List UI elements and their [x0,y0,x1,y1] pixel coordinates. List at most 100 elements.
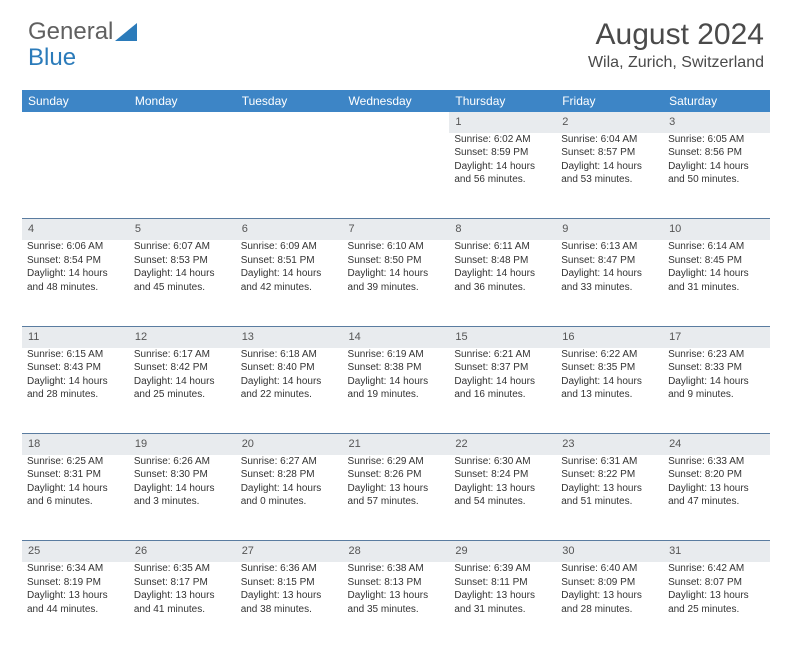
daylight-text: Daylight: 14 hours and 28 minutes. [27,375,124,402]
day-cell: Sunrise: 6:02 AMSunset: 8:59 PMDaylight:… [449,133,556,219]
sunrise-text: Sunrise: 6:09 AM [241,240,338,254]
daylight-text: Daylight: 14 hours and 42 minutes. [241,267,338,294]
sunrise-text: Sunrise: 6:22 AM [561,348,658,362]
day-content-row: Sunrise: 6:34 AMSunset: 8:19 PMDaylight:… [22,562,770,648]
day-cell: Sunrise: 6:10 AMSunset: 8:50 PMDaylight:… [343,240,450,326]
daylight-text: Daylight: 14 hours and 45 minutes. [134,267,231,294]
sunset-text: Sunset: 8:40 PM [241,361,338,375]
day-cell: Sunrise: 6:38 AMSunset: 8:13 PMDaylight:… [343,562,450,648]
sunset-text: Sunset: 8:59 PM [454,146,551,160]
daylight-text: Daylight: 14 hours and 19 minutes. [348,375,445,402]
daylight-text: Daylight: 14 hours and 0 minutes. [241,482,338,509]
sunrise-text: Sunrise: 6:39 AM [454,562,551,576]
day-cell: Sunrise: 6:13 AMSunset: 8:47 PMDaylight:… [556,240,663,326]
sunset-text: Sunset: 8:47 PM [561,254,658,268]
sunrise-text: Sunrise: 6:30 AM [454,455,551,469]
daylight-text: Daylight: 14 hours and 56 minutes. [454,160,551,187]
sunrise-text: Sunrise: 6:21 AM [454,348,551,362]
sunrise-text: Sunrise: 6:27 AM [241,455,338,469]
day-cell: Sunrise: 6:35 AMSunset: 8:17 PMDaylight:… [129,562,236,648]
sunset-text: Sunset: 8:13 PM [348,576,445,590]
day-number: 18 [22,434,129,455]
weekday-header: Monday [129,90,236,112]
weekday-header: Sunday [22,90,129,112]
sunrise-text: Sunrise: 6:38 AM [348,562,445,576]
logo-line2: Blue [28,44,76,72]
sunset-text: Sunset: 8:28 PM [241,468,338,482]
day-number-row: 11121314151617 [22,326,770,347]
day-number: 12 [129,326,236,347]
daylight-text: Daylight: 14 hours and 39 minutes. [348,267,445,294]
day-cell: Sunrise: 6:29 AMSunset: 8:26 PMDaylight:… [343,455,450,541]
daylight-text: Daylight: 14 hours and 6 minutes. [27,482,124,509]
daylight-text: Daylight: 14 hours and 48 minutes. [27,267,124,294]
day-cell [343,133,450,219]
daylight-text: Daylight: 13 hours and 54 minutes. [454,482,551,509]
daylight-text: Daylight: 13 hours and 28 minutes. [561,589,658,616]
daylight-text: Daylight: 14 hours and 3 minutes. [134,482,231,509]
day-number: 26 [129,541,236,562]
day-number: 19 [129,434,236,455]
day-number: 29 [449,541,556,562]
sunrise-text: Sunrise: 6:29 AM [348,455,445,469]
logo-text-general: General [28,18,113,46]
daylight-text: Daylight: 14 hours and 16 minutes. [454,375,551,402]
daylight-text: Daylight: 14 hours and 33 minutes. [561,267,658,294]
day-number [236,112,343,133]
day-cell: Sunrise: 6:23 AMSunset: 8:33 PMDaylight:… [663,348,770,434]
day-number-row: 18192021222324 [22,434,770,455]
day-cell: Sunrise: 6:19 AMSunset: 8:38 PMDaylight:… [343,348,450,434]
day-cell: Sunrise: 6:39 AMSunset: 8:11 PMDaylight:… [449,562,556,648]
day-number: 24 [663,434,770,455]
day-cell [22,133,129,219]
daylight-text: Daylight: 13 hours and 25 minutes. [668,589,765,616]
daylight-text: Daylight: 14 hours and 25 minutes. [134,375,231,402]
logo-triangle-icon [115,23,137,41]
day-cell: Sunrise: 6:07 AMSunset: 8:53 PMDaylight:… [129,240,236,326]
day-number: 22 [449,434,556,455]
sunrise-text: Sunrise: 6:13 AM [561,240,658,254]
day-cell: Sunrise: 6:33 AMSunset: 8:20 PMDaylight:… [663,455,770,541]
day-number: 10 [663,219,770,240]
sunset-text: Sunset: 8:15 PM [241,576,338,590]
daylight-text: Daylight: 14 hours and 31 minutes. [668,267,765,294]
day-number: 9 [556,219,663,240]
day-content-row: Sunrise: 6:02 AMSunset: 8:59 PMDaylight:… [22,133,770,219]
day-cell: Sunrise: 6:05 AMSunset: 8:56 PMDaylight:… [663,133,770,219]
day-number: 2 [556,112,663,133]
day-content-row: Sunrise: 6:25 AMSunset: 8:31 PMDaylight:… [22,455,770,541]
daylight-text: Daylight: 13 hours and 35 minutes. [348,589,445,616]
sunset-text: Sunset: 8:50 PM [348,254,445,268]
day-cell [129,133,236,219]
day-number: 11 [22,326,129,347]
title-month: August 2024 [588,18,764,52]
sunset-text: Sunset: 8:17 PM [134,576,231,590]
sunset-text: Sunset: 8:38 PM [348,361,445,375]
sunset-text: Sunset: 8:09 PM [561,576,658,590]
sunrise-text: Sunrise: 6:40 AM [561,562,658,576]
day-number: 17 [663,326,770,347]
day-number: 5 [129,219,236,240]
daylight-text: Daylight: 13 hours and 31 minutes. [454,589,551,616]
day-number: 27 [236,541,343,562]
day-content-row: Sunrise: 6:06 AMSunset: 8:54 PMDaylight:… [22,240,770,326]
sunrise-text: Sunrise: 6:35 AM [134,562,231,576]
sunset-text: Sunset: 8:30 PM [134,468,231,482]
day-cell: Sunrise: 6:18 AMSunset: 8:40 PMDaylight:… [236,348,343,434]
daylight-text: Daylight: 13 hours and 51 minutes. [561,482,658,509]
day-number: 4 [22,219,129,240]
day-number: 8 [449,219,556,240]
sunset-text: Sunset: 8:45 PM [668,254,765,268]
day-number [22,112,129,133]
day-cell: Sunrise: 6:11 AMSunset: 8:48 PMDaylight:… [449,240,556,326]
sunset-text: Sunset: 8:24 PM [454,468,551,482]
daylight-text: Daylight: 13 hours and 38 minutes. [241,589,338,616]
day-cell [236,133,343,219]
sunrise-text: Sunrise: 6:14 AM [668,240,765,254]
day-cell: Sunrise: 6:34 AMSunset: 8:19 PMDaylight:… [22,562,129,648]
sunrise-text: Sunrise: 6:02 AM [454,133,551,147]
sunset-text: Sunset: 8:31 PM [27,468,124,482]
sunrise-text: Sunrise: 6:15 AM [27,348,124,362]
daylight-text: Daylight: 13 hours and 47 minutes. [668,482,765,509]
sunrise-text: Sunrise: 6:33 AM [668,455,765,469]
